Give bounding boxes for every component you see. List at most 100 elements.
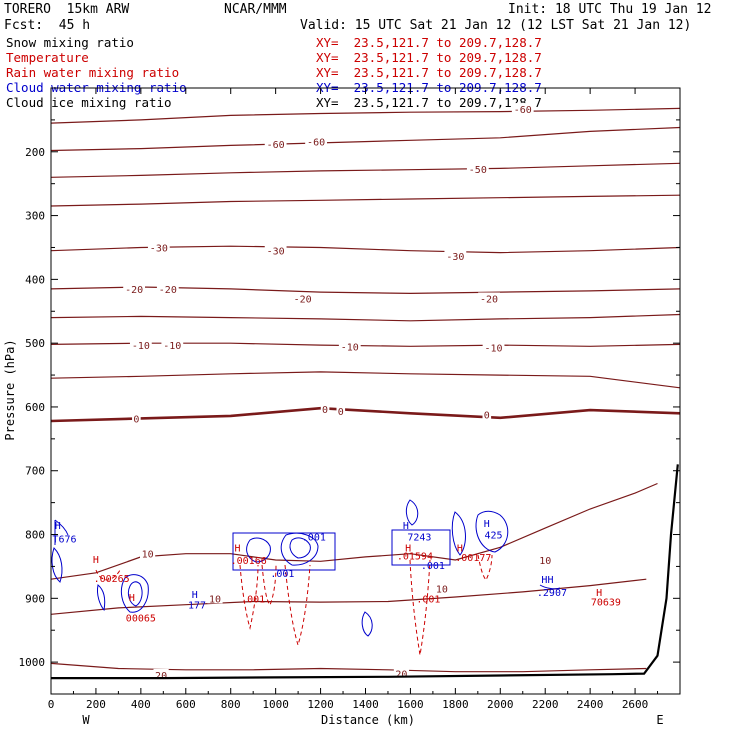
contour-label-44: .00177	[455, 553, 491, 564]
field-name-rain: Rain water mixing ratio	[6, 65, 180, 80]
x-tick-label-3: 600	[176, 698, 196, 711]
y-tick-label-0: 200	[25, 146, 45, 159]
y-tick-label-2: 400	[25, 273, 45, 286]
x-tick-label-4: 800	[221, 698, 241, 711]
contour-label-bg-21	[434, 582, 450, 594]
contour-label-28: .00265	[94, 574, 130, 585]
valid-time: Valid: 15 UTC Sat 21 Jan 12 (12 LST Sat …	[300, 18, 692, 33]
contour-label-bg-18	[482, 408, 492, 420]
rain-water-contours	[95, 554, 493, 656]
isotherm-line-7	[50, 342, 681, 347]
organization: NCAR/MMM	[224, 2, 287, 17]
contour-label-bg-1	[264, 138, 287, 150]
contour-label-36: .001	[270, 569, 294, 580]
contour-label-40: H	[405, 543, 411, 554]
contour-label-bg-14	[482, 341, 505, 353]
y-tick-label-1: 300	[25, 210, 45, 223]
y-tick-label-5: 700	[25, 465, 45, 478]
contour-label-bg-5	[264, 244, 287, 256]
contour-label-26: T676	[52, 534, 76, 545]
x-tick-label-1: 200	[86, 698, 106, 711]
contour-label-29: H	[129, 593, 135, 604]
x-axis-right-end: E	[656, 713, 663, 727]
y-tick-label-7: 900	[25, 592, 45, 605]
contour-label-bg-2	[305, 135, 327, 147]
field-name-temperature: Temperature	[6, 50, 89, 65]
contour-label-51: 70639	[591, 598, 621, 609]
contour-label-21: 10	[436, 585, 448, 596]
field-xy-temperature: XY= 23.5,121.7 to 209.7,128.7	[316, 50, 542, 65]
x-tick-label-13: 2600	[622, 698, 649, 711]
contour-label-9: -20	[294, 295, 312, 306]
x-axis-title: Distance (km)	[321, 713, 415, 727]
contour-label-bg-22	[537, 554, 553, 566]
x-tick-label-12: 2400	[577, 698, 604, 711]
contour-label-bg-9	[291, 292, 314, 304]
contour-label-bg-0	[511, 103, 534, 115]
lower-isotherm-0	[50, 482, 658, 580]
contour-label-43: H	[457, 543, 463, 554]
contour-label-42: .001	[421, 561, 445, 572]
contour-label-5: -30	[267, 247, 285, 258]
field-name-cloud-ice: Cloud ice mixing ratio	[6, 95, 172, 110]
contour-label-8: -20	[159, 285, 177, 296]
contour-label-41: .01594	[397, 552, 433, 563]
x-tick-label-0: 0	[48, 698, 55, 711]
contour-label-14: -10	[485, 344, 503, 355]
contour-label-50: H	[596, 588, 602, 599]
y-tick-label-6: 800	[25, 529, 45, 542]
contour-label-48: HH	[541, 575, 553, 586]
contour-label-25: H	[55, 521, 61, 532]
x-tick-label-10: 2000	[487, 698, 514, 711]
contour-labels-layer: -60 -60 -60 -50 -30 -30 -30 -20 -20 -20 -20 -10 -10 -…	[52, 103, 621, 682]
init-time: Init: 18 UTC Thu 19 Jan 12	[508, 2, 712, 17]
contour-label-33: H	[234, 543, 240, 554]
x-axis-left-end: W	[82, 713, 90, 727]
contour-label-bg-11	[129, 339, 152, 351]
y-tick-label-3: 500	[25, 337, 45, 350]
isotherm-line-8	[50, 371, 681, 389]
contour-label-37: .001	[241, 594, 265, 605]
isotherm-line-3	[50, 194, 681, 207]
model-name: TORERO 15km ARW	[4, 2, 130, 17]
contour-label-17: 0	[338, 407, 344, 418]
isotherm-line-4	[50, 245, 681, 254]
contour-label-bg-23	[153, 668, 169, 680]
isotherm-layer	[50, 107, 681, 673]
field-xy-snow: XY= 23.5,121.7 to 209.7,128.7	[316, 35, 542, 50]
contour-label-34: .00166	[231, 556, 267, 567]
contour-label-31: H	[192, 590, 198, 601]
field-name-cloud-water: Cloud water mixing ratio	[6, 80, 187, 95]
contour-label-18: 0	[484, 411, 490, 422]
contour-label-15: 0	[133, 414, 139, 425]
contour-label-0: -60	[514, 105, 532, 116]
contour-label-32: 177	[188, 601, 206, 612]
x-tick-label-7: 1400	[352, 698, 379, 711]
x-tick-label-9: 1800	[442, 698, 469, 711]
lower-isotherm-2	[50, 662, 647, 673]
contour-label-bg-15	[132, 412, 141, 424]
contour-label-7: -20	[125, 285, 143, 296]
contour-label-4: -30	[150, 243, 168, 254]
contour-label-bg-16	[320, 402, 330, 414]
isotherm-line-1	[50, 126, 681, 152]
contour-label-bg-6	[444, 249, 467, 261]
contour-label-2: -60	[307, 138, 325, 149]
isotherm-line-9	[50, 406, 681, 423]
contour-label-bg-20	[207, 592, 223, 604]
terrain-layer	[51, 464, 679, 680]
contour-label-16: 0	[322, 405, 328, 416]
contour-label-bg-13	[338, 340, 361, 352]
isotherm-line-6	[50, 313, 681, 322]
forecast-hour: Fcst: 45 h	[4, 18, 91, 33]
contour-label-bg-24	[393, 667, 410, 679]
contour-label-35: .001	[302, 532, 326, 543]
isotherm-line-5	[50, 286, 681, 295]
y-tick-label-8: 1000	[19, 656, 46, 669]
contour-label-bg-4	[147, 241, 170, 253]
contour-label-bg-17	[336, 404, 346, 416]
contour-label-13: -10	[341, 342, 359, 353]
contour-label-46: 425	[485, 531, 503, 542]
